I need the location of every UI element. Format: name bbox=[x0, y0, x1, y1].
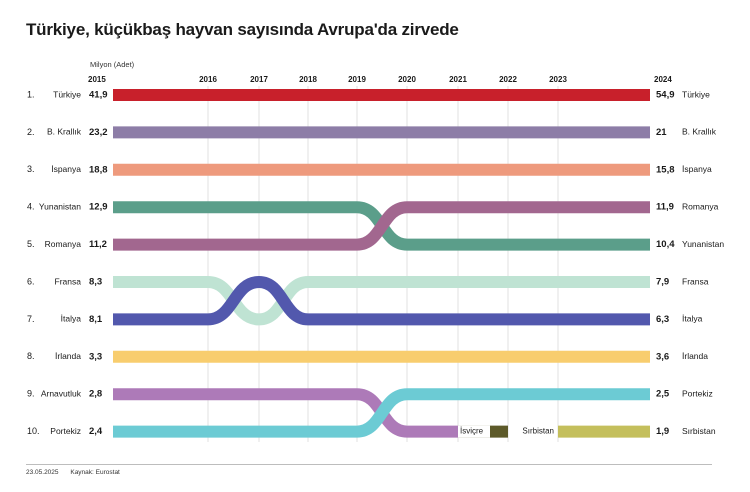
unit-label: Milyon (Adet) bbox=[90, 60, 135, 69]
value-2015: 11,2 bbox=[89, 239, 107, 250]
series-name-left: İrlanda bbox=[55, 351, 81, 361]
year-label: 2019 bbox=[348, 75, 366, 84]
series-name-left: Portekiz bbox=[50, 426, 81, 436]
label-backing bbox=[458, 425, 490, 438]
series-name-right: İrlanda bbox=[682, 351, 708, 361]
year-label: 2018 bbox=[299, 75, 317, 84]
rank-label: 6. bbox=[27, 276, 35, 286]
footer-source: Kaynak: Eurostat bbox=[70, 469, 120, 476]
value-2015: 8,1 bbox=[89, 314, 103, 325]
rank-label: 4. bbox=[27, 202, 35, 212]
series-name-right: İtalya bbox=[682, 314, 703, 324]
rank-label: 3. bbox=[27, 164, 35, 174]
value-2024: 21 bbox=[656, 127, 667, 138]
value-2024: 1,9 bbox=[656, 426, 669, 437]
series-name-left: Romanya bbox=[45, 239, 82, 249]
year-label: 2021 bbox=[449, 75, 467, 84]
series-name-right: Sırbistan bbox=[682, 426, 716, 436]
rank-label: 2. bbox=[27, 127, 35, 137]
series-inline-label: İsviçre bbox=[460, 427, 484, 436]
series-inline-label: Sırbistan bbox=[522, 427, 554, 436]
series-name-left: İspanya bbox=[51, 164, 81, 174]
series-name-left: Arnavutluk bbox=[41, 388, 82, 398]
series-band bbox=[113, 201, 650, 251]
value-2024: 3,6 bbox=[656, 351, 669, 362]
footer: 23.05.2025 Kaynak: Eurostat bbox=[26, 469, 130, 476]
year-label: 2016 bbox=[199, 75, 217, 84]
series-name-left: B. Krallık bbox=[47, 127, 82, 137]
series-name-right: Portekiz bbox=[682, 388, 713, 398]
rank-label: 9. bbox=[27, 389, 35, 399]
series-name-right: İspanya bbox=[682, 164, 712, 174]
rank-label: 10. bbox=[27, 426, 40, 436]
rank-label: 1. bbox=[27, 89, 35, 99]
value-2024: 6,3 bbox=[656, 314, 669, 325]
series-name-left: Fransa bbox=[55, 276, 82, 286]
series-name-left: Türkiye bbox=[53, 89, 81, 99]
series-name-right: Türkiye bbox=[682, 89, 710, 99]
series-name-right: Romanya bbox=[682, 201, 719, 211]
label-backing bbox=[518, 425, 556, 438]
year-label: 2024 bbox=[654, 75, 672, 84]
value-2024: 15,8 bbox=[656, 164, 675, 175]
value-2024: 54,9 bbox=[656, 90, 675, 101]
value-2015: 2,4 bbox=[89, 426, 103, 437]
value-2024: 10,4 bbox=[656, 239, 675, 250]
value-2015: 12,9 bbox=[89, 202, 108, 213]
value-2015: 2,8 bbox=[89, 389, 102, 400]
year-label: 2022 bbox=[499, 75, 517, 84]
year-label: 2015 bbox=[88, 75, 106, 84]
value-2024: 7,9 bbox=[656, 277, 669, 288]
series-band bbox=[113, 276, 650, 326]
year-label: 2017 bbox=[250, 75, 268, 84]
value-2015: 18,8 bbox=[89, 164, 108, 175]
value-2024: 11,9 bbox=[656, 202, 674, 213]
footer-date: 23.05.2025 bbox=[26, 469, 59, 476]
value-2015: 3,3 bbox=[89, 351, 102, 362]
rank-label: 8. bbox=[27, 351, 35, 361]
rank-label: 5. bbox=[27, 239, 35, 249]
series-name-left: Yunanistan bbox=[39, 201, 81, 211]
value-2015: 8,3 bbox=[89, 277, 102, 288]
chart-title: Türkiye, küçükbaş hayvan sayısında Avrup… bbox=[26, 20, 459, 39]
value-2015: 41,9 bbox=[89, 90, 108, 101]
value-2024: 2,5 bbox=[656, 389, 670, 400]
year-label: 2020 bbox=[398, 75, 416, 84]
series-name-right: B. Krallık bbox=[682, 127, 717, 137]
series-name-left: İtalya bbox=[61, 314, 82, 324]
footer-divider bbox=[26, 464, 712, 465]
series-name-right: Fransa bbox=[682, 276, 709, 286]
series-band bbox=[113, 388, 650, 438]
rank-label: 7. bbox=[27, 314, 35, 324]
series-name-right: Yunanistan bbox=[682, 239, 724, 249]
year-label: 2023 bbox=[549, 75, 567, 84]
series-band bbox=[113, 276, 650, 326]
value-2015: 23,2 bbox=[89, 127, 108, 138]
